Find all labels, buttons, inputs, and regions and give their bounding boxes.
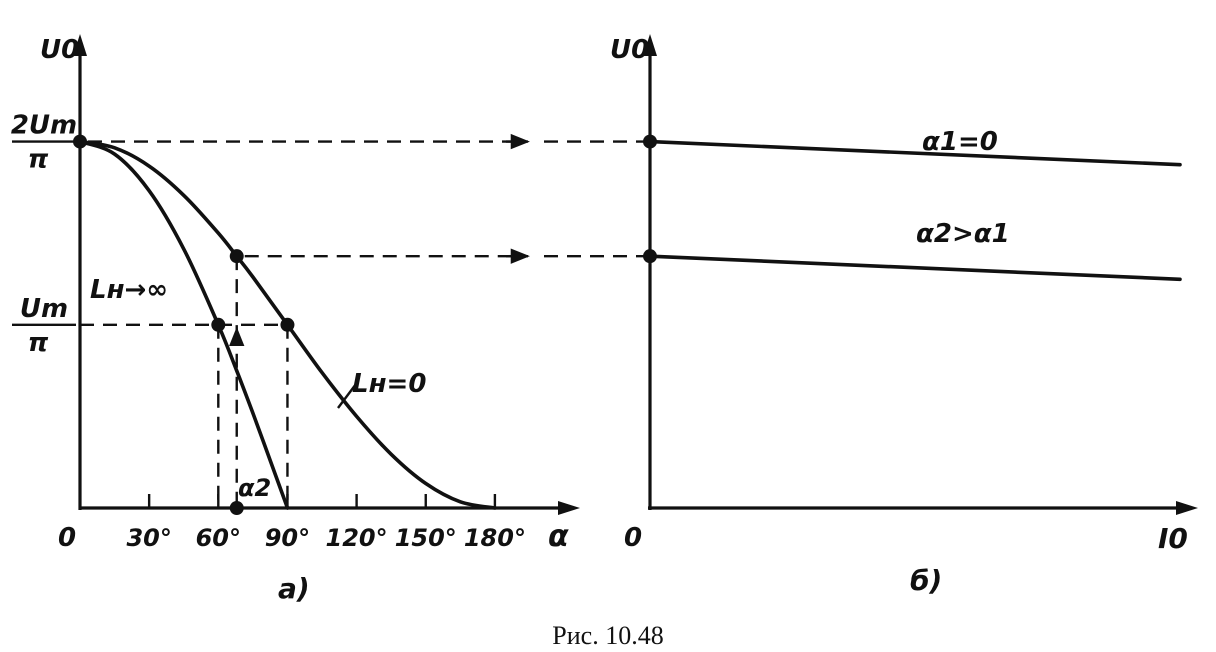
panel-b-series-1 xyxy=(648,254,1182,282)
panel-a: U0 α 0 30° 60° 90° 120° 150° 180° 2Um π Um π Lн→… xyxy=(11,34,580,605)
panel-b-origin-label: 0 xyxy=(624,523,642,553)
panel-a-points xyxy=(73,134,295,515)
panel-a-label: а) xyxy=(278,572,310,605)
panel-a-x-tick-label-3: 120° xyxy=(326,524,388,552)
panel-a-x-tick-label-1: 60° xyxy=(196,524,241,552)
panel-a-guides xyxy=(80,256,289,508)
panel-a-y-tick-num-1: Um xyxy=(20,294,68,324)
panel-b-point-0 xyxy=(643,134,657,149)
panel-b-series-0 xyxy=(648,139,1182,167)
alpha2-annotation: α2 xyxy=(238,474,271,502)
transfer-arrows xyxy=(88,133,646,264)
label-leader-ln-0 xyxy=(337,383,357,409)
panel-a-y-tick-den-0: π xyxy=(28,145,49,175)
point-alpha2-axis xyxy=(229,501,244,515)
panel-a-series-0 xyxy=(78,139,497,510)
series-label-ln-0: Lн=0 xyxy=(352,369,426,399)
panel-b: U0 I0 0 α1=0 α2>α1 б) xyxy=(610,34,1198,597)
point-60-ln-inf xyxy=(211,317,226,332)
series-label-ln-inf: Lн→∞ xyxy=(90,275,168,305)
panel-a-y-arrow xyxy=(73,34,87,56)
panel-b-y-arrow xyxy=(643,34,657,56)
point-alpha2-ln0 xyxy=(229,249,244,264)
figure-caption: Рис. 10.48 xyxy=(552,621,663,650)
panel-a-x-tick-label-5: 180° xyxy=(464,524,526,552)
point-90-ln0 xyxy=(280,317,295,332)
panel-a-x-ticks: 30° 60° 90° 120° 150° 180° xyxy=(126,494,526,552)
panel-a-ylabel: U0 xyxy=(40,35,79,65)
panel-b-series xyxy=(648,139,1182,282)
panel-a-y-tick-num-0: 2Um xyxy=(11,111,77,141)
series-label-alpha2: α2>α1 xyxy=(916,219,1010,249)
panel-a-x-arrow xyxy=(558,501,580,515)
series-label-alpha1: α1=0 xyxy=(922,127,998,157)
panel-a-x-tick-label-4: 150° xyxy=(395,524,457,552)
panel-a-x-tick-label-0: 30° xyxy=(126,524,171,552)
panel-a-origin-label: 0 xyxy=(58,523,76,553)
panel-b-label: б) xyxy=(910,564,942,597)
panel-a-x-tick-label-2: 90° xyxy=(265,524,310,552)
point-start xyxy=(73,134,87,149)
panel-a-xlabel: α xyxy=(548,519,569,554)
panel-a-y-tick-den-1: π xyxy=(28,328,49,358)
panel-b-point-1 xyxy=(643,249,657,264)
panel-b-points xyxy=(643,134,657,264)
panel-b-x-arrow xyxy=(1176,501,1198,515)
panel-b-ylabel: U0 xyxy=(610,35,649,65)
panel-a-y-ticks: 2Um π Um π xyxy=(11,111,77,358)
panel-b-xlabel: I0 xyxy=(1158,522,1188,555)
